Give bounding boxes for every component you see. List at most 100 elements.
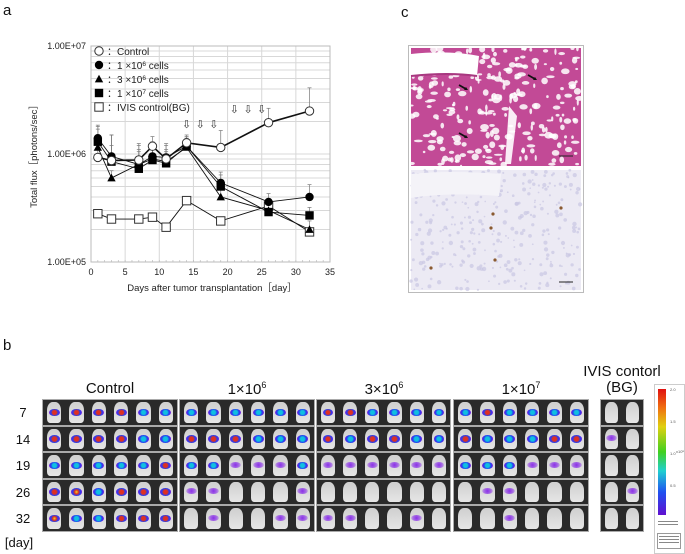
arrow-icon — [458, 84, 467, 90]
nucleus — [451, 265, 454, 268]
alveolus — [480, 123, 489, 131]
alveolus — [561, 113, 565, 117]
mouse-image — [184, 455, 199, 476]
arrow-icon — [458, 132, 467, 138]
group-header: 1×106 — [197, 380, 297, 398]
nucleus — [491, 266, 495, 270]
alveolus — [551, 149, 560, 156]
nucleus — [572, 252, 576, 256]
x-tick-label: 30 — [291, 267, 301, 277]
alveolus — [521, 46, 527, 51]
alveolus — [519, 104, 528, 110]
nucleus — [496, 238, 500, 243]
data-point-3e6 — [264, 206, 273, 214]
nucleus — [483, 262, 486, 265]
data-point-control — [216, 142, 226, 153]
nucleus — [563, 218, 568, 222]
bioluminescence-signal — [549, 461, 560, 468]
nucleus — [460, 227, 464, 230]
nucleus — [415, 232, 419, 237]
mouse-image — [569, 402, 584, 423]
nucleus — [497, 169, 501, 174]
alveolus — [477, 73, 483, 76]
he-stain-image — [409, 46, 583, 168]
mouse-image — [114, 402, 129, 423]
nucleus — [577, 227, 581, 231]
alveolus — [564, 146, 573, 153]
nucleus — [558, 226, 562, 230]
mouse-image — [136, 428, 151, 450]
alveolus — [524, 154, 528, 161]
data-point-3e6 — [94, 74, 104, 83]
nucleus — [465, 196, 468, 199]
mouse-image — [228, 455, 243, 476]
bioluminescence-signal — [208, 488, 219, 495]
mouse-image — [295, 402, 310, 423]
alveolus — [483, 144, 489, 150]
bioluminescence-signal — [275, 408, 286, 416]
bioluminescence-signal — [433, 435, 445, 443]
data-point-control — [161, 154, 171, 164]
nucleus — [411, 258, 415, 262]
mouse-image — [273, 455, 288, 476]
mouse-image — [502, 455, 517, 476]
nucleus — [469, 231, 473, 235]
treatment-arrow-icon: ⇩ — [243, 104, 252, 116]
mouse-image — [47, 402, 62, 423]
nucleus — [436, 280, 442, 285]
alveolus — [451, 135, 455, 139]
bioluminescence-signal — [93, 461, 105, 470]
scale-unit: x10⁵ — [676, 449, 685, 454]
alveolus — [544, 126, 548, 133]
bioluminescence-signal — [526, 408, 538, 416]
alveolus — [493, 51, 497, 57]
mouse-image — [480, 481, 495, 503]
mouse-image — [387, 508, 402, 529]
alveolus — [485, 109, 488, 116]
nucleus — [439, 230, 442, 233]
nucleus — [562, 246, 565, 249]
nucleus — [492, 242, 496, 246]
y-axis-label: Total flux［photons/sec］ — [29, 100, 40, 208]
mouse-image — [387, 428, 402, 450]
nucleus — [443, 262, 446, 265]
nucleus — [526, 210, 530, 214]
panel-label-c: c — [401, 4, 409, 21]
nucleus — [497, 255, 501, 258]
nucleus — [464, 202, 467, 205]
mouse-image — [158, 508, 173, 529]
alveolus — [474, 148, 482, 154]
nucleus — [442, 228, 445, 231]
data-point-1e7 — [94, 88, 104, 98]
mouse-image — [525, 428, 540, 450]
nucleus — [561, 265, 563, 268]
nucleus — [491, 233, 494, 236]
bioluminescence-signal — [526, 461, 538, 468]
alveolus — [529, 47, 533, 52]
mouse-image — [365, 428, 380, 450]
bioluminescence-signal — [252, 408, 264, 416]
nucleus — [453, 223, 456, 226]
alveolus — [437, 162, 443, 166]
mouse-image — [91, 508, 106, 529]
alveolus — [570, 46, 575, 51]
x-tick-label: 15 — [188, 267, 198, 277]
data-point-3e6 — [305, 225, 314, 233]
color-gradient — [658, 389, 666, 515]
alveolus — [422, 134, 431, 138]
nucleus — [503, 280, 507, 284]
legend-label: ：1 ×107 cells — [107, 89, 169, 101]
nucleus — [537, 191, 540, 194]
nucleus — [461, 201, 464, 203]
alveolus — [439, 146, 446, 152]
nucleus — [468, 239, 471, 243]
day-label: 19 — [15, 458, 31, 474]
alveolus — [515, 63, 518, 67]
alveolus — [422, 150, 426, 154]
nucleus — [429, 277, 433, 281]
nucleus — [483, 215, 486, 218]
scale-tick: 1.5 — [670, 419, 676, 424]
bioluminescence-signal — [185, 435, 197, 443]
nucleus — [548, 194, 552, 197]
alveolus — [441, 81, 444, 87]
